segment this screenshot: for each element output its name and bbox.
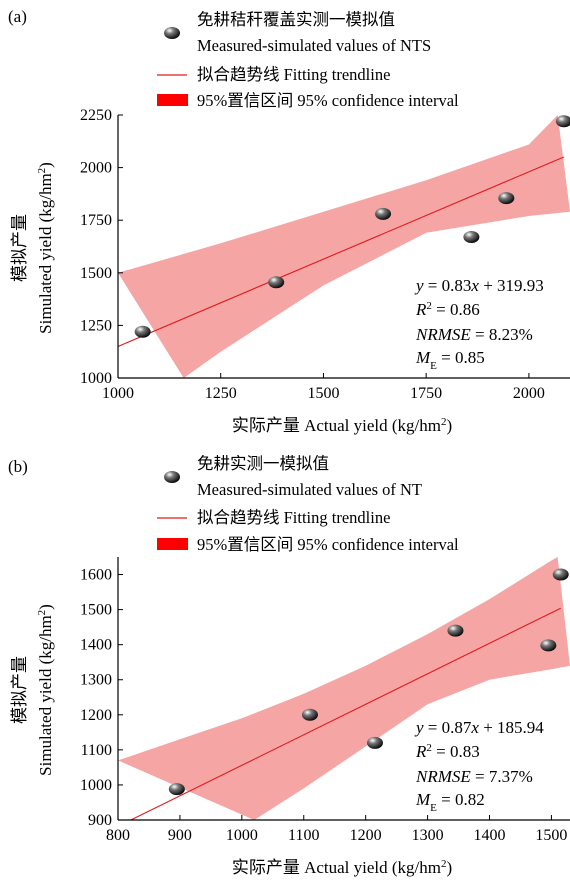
data-point-b [552,568,569,581]
legend-a-points-line1: 免耕秸秆覆盖实测一模拟值 [197,10,395,29]
y-tick-label-b: 1200 [80,707,112,724]
panel-b-equation: y = 0.87x + 185.94 [414,718,544,737]
data-point-a [375,207,392,220]
panel-a-ylabel-cn-wrap: 模拟产量 [10,214,29,282]
x-tick-label-a: 1500 [307,385,339,402]
panel-a-ylabel-en: Simulated yield (kg/hm2) [36,162,55,334]
legend-a-trend-label: 拟合趋势线 Fitting trendline [197,65,390,84]
panel-a-equation: y = 0.83x + 319.93 [414,276,544,295]
y-tick-label-b: 1000 [80,777,112,794]
x-tick-label-a: 1750 [410,385,442,402]
x-tick-label-b: 1400 [474,827,506,844]
panel-a-me: ME = 0.85 [415,348,485,372]
y-tick-label-a: 2000 [80,160,112,177]
legend-b-ci-label: 95%置信区间 95% confidence interval [197,535,459,554]
y-tick-label-a: 1500 [80,265,112,282]
trendline-a [118,156,565,347]
panel-b-ylabel-cn: 模拟产量 [10,656,29,724]
plot-area-a: 1000 1250 1500 1750 2000 1000 1250 1500 1750 2000… [80,107,570,402]
x-tick-label-b: 1200 [350,827,382,844]
data-point-a [555,115,570,128]
panel-b-legend: 免耕实测一模拟值 Measured-simulated values of NT… [157,454,459,554]
panel-a-nrmse: NRMSE = 8.23% [415,325,533,344]
y-tick-label-b: 1500 [80,602,112,619]
panel-a-ylabel-en-wrap: Simulated yield (kg/hm2) [36,162,55,334]
data-point-b [366,736,383,749]
panel-a-stats: y = 0.83x + 319.93 R2 = 0.86 NRMSE = 8.2… [414,276,544,372]
data-point-b [301,708,318,721]
panel-b: (b) 免耕实测一模拟值 Measured-simulated values o… [8,454,570,877]
x-tick-label-b: 900 [168,827,192,844]
legend-a-points-line2: Measured-simulated values of NTS [197,36,431,55]
panel-a-xlabel: 实际产量 Actual yield (kg/hm2) [232,416,452,435]
trendline-b [129,607,561,820]
data-point-b [540,639,557,652]
data-point-b [447,624,464,637]
panel-b-ylabel-cn-wrap: 模拟产量 [10,656,29,724]
y-tick-label-a: 2250 [80,107,112,124]
legend-a-ci-label: 95%置信区间 95% confidence interval [197,91,459,110]
data-point-a [134,325,151,338]
panel-b-nrmse: NRMSE = 7.37% [415,767,533,786]
data-point-a [498,192,515,205]
panel-b-ylabel-en: Simulated yield (kg/hm2) [36,604,55,776]
x-tick-label-b: 1100 [288,827,319,844]
panel-b-xlabel: 实际产量 Actual yield (kg/hm2) [232,858,452,877]
y-tick-label-b: 1600 [80,567,112,584]
panel-a-r2: R2 = 0.86 [415,300,480,319]
data-point-b [168,783,185,796]
panel-a-ylabel-cn: 模拟产量 [10,214,29,282]
x-tick-label-b: 800 [106,827,130,844]
y-tick-label-b: 900 [88,812,112,829]
legend-b-points-line1: 免耕实测一模拟值 [197,454,329,473]
panel-b-ylabel-en-wrap: Simulated yield (kg/hm2) [36,604,55,776]
panel-a: (a) 免耕秸秆覆盖实测一模拟值 Measured-simulated valu… [8,7,570,435]
panel-a-legend: 免耕秸秆覆盖实测一模拟值 Measured-simulated values o… [157,10,459,110]
data-point-a [463,231,480,244]
panel-b-stats: y = 0.87x + 185.94 R2 = 0.83 NRMSE = 7.3… [414,718,544,814]
legend-a-point-marker [164,27,180,39]
panel-b-label: (b) [8,457,28,476]
y-tick-label-b: 1400 [80,637,112,654]
x-tick-label-b: 1300 [412,827,444,844]
legend-b-point-marker [164,471,180,483]
confidence-band-a [118,115,570,378]
confidence-band-b [118,557,570,820]
y-tick-label-a: 1250 [80,317,112,334]
x-tick-label-a: 1000 [102,385,134,402]
legend-a-ci-swatch [157,94,188,106]
x-tick-label-a: 1250 [205,385,237,402]
x-tick-label-b: 1000 [226,827,258,844]
legend-b-trend-label: 拟合趋势线 Fitting trendline [197,508,390,527]
panel-b-me: ME = 0.82 [415,790,485,814]
x-tick-label-b: 1500 [535,827,567,844]
legend-b-ci-swatch [157,538,188,550]
y-tick-label-b: 1300 [80,672,112,689]
y-tick-label-a: 1750 [80,212,112,229]
panel-b-r2: R2 = 0.83 [415,742,480,761]
data-point-a [268,276,285,289]
y-tick-label-b: 1100 [81,742,112,759]
y-tick-label-a: 1000 [80,370,112,387]
plot-area-b: 800 900 1000 1100 1200 1300 1400 15009001000110… [80,557,570,844]
panel-a-label: (a) [8,7,27,26]
legend-b-points-line2: Measured-simulated values of NT [197,480,422,499]
x-tick-label-a: 2000 [513,385,545,402]
